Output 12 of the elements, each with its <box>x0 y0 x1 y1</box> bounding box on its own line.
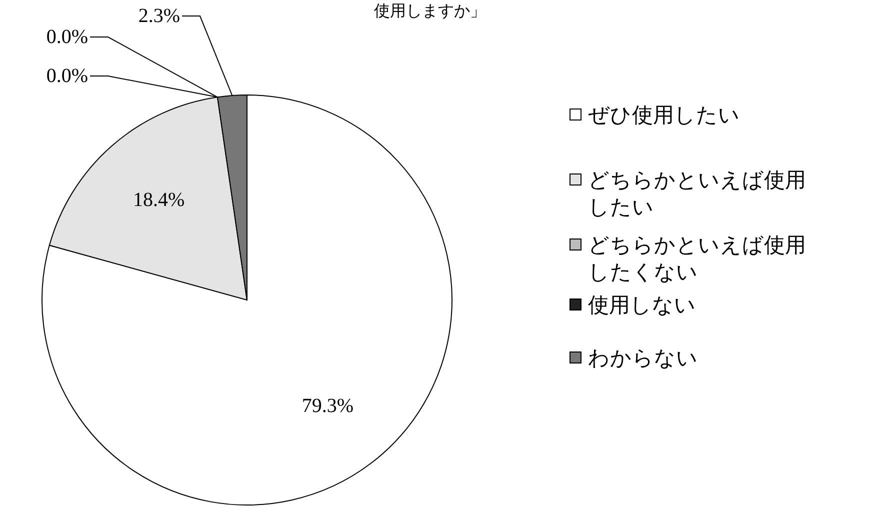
legend-label: どちらかといえば使用したい <box>588 168 806 219</box>
legend-label: どちらかといえば使用したくない <box>588 233 806 284</box>
data-label: 18.4% <box>133 189 185 212</box>
chart-title: 使用しますか」 <box>374 1 486 20</box>
legend-label: ぜひ使用したい <box>588 103 740 127</box>
legend-label: わからない <box>588 346 698 370</box>
text: 0.0% <box>46 26 88 48</box>
pie-slice <box>42 94 452 506</box>
legend-label: 使用しない <box>588 293 696 317</box>
data-label: 2.3% <box>138 5 180 27</box>
text: 0.0% <box>46 65 88 87</box>
data-label: 79.3% <box>302 395 354 418</box>
